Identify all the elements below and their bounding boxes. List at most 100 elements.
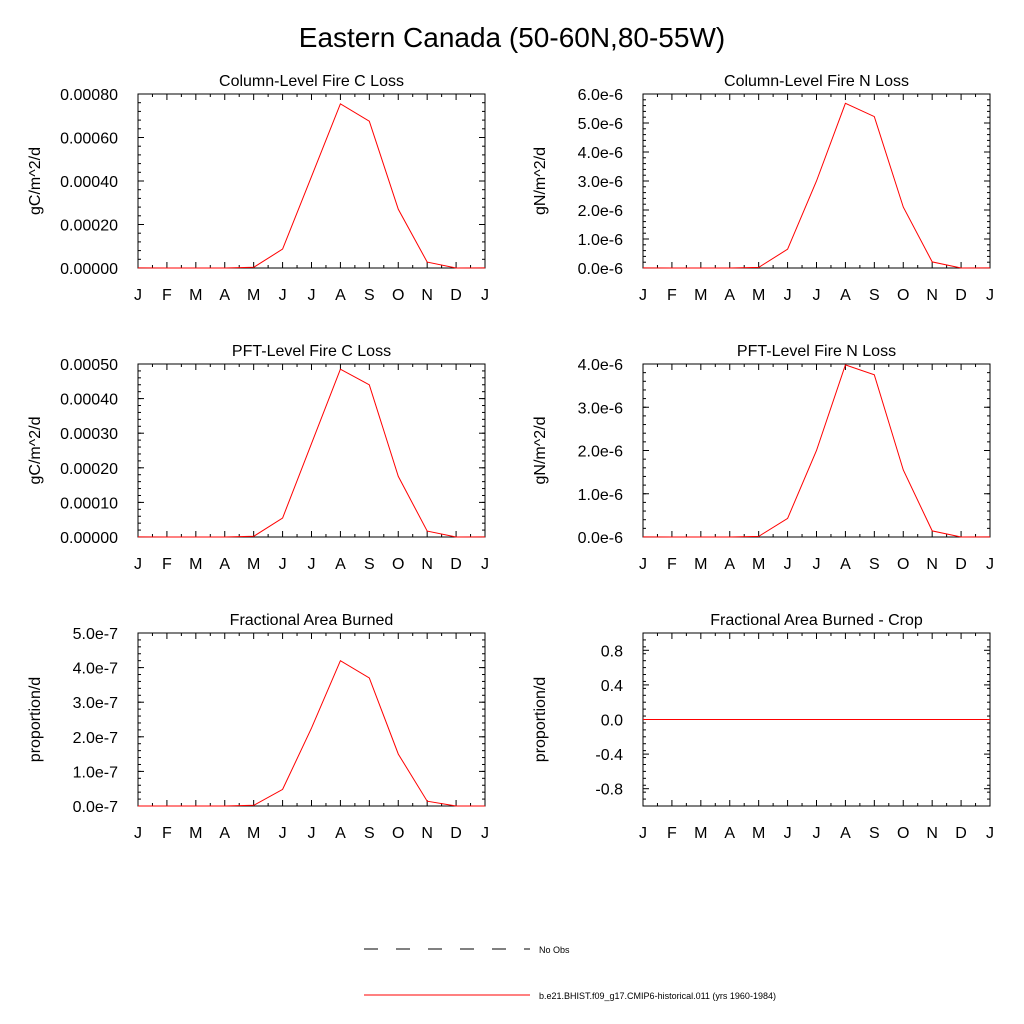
y-tick-label: 4.0e-6 bbox=[578, 357, 623, 374]
x-tick-label: F bbox=[667, 825, 677, 842]
x-tick-label: S bbox=[364, 825, 375, 842]
x-tick-label: F bbox=[667, 287, 677, 304]
y-tick-label: 5.0e-6 bbox=[578, 116, 623, 133]
x-tick-label: N bbox=[926, 825, 938, 842]
x-tick-label: O bbox=[897, 556, 909, 573]
y-axis-label: proportion/d bbox=[532, 677, 549, 762]
y-tick-label: 0.0e-6 bbox=[578, 261, 623, 278]
x-tick-label: J bbox=[813, 825, 821, 842]
x-tick-label: J bbox=[813, 556, 821, 573]
y-tick-label: 0.00060 bbox=[60, 131, 118, 148]
y-tick-label: -0.4 bbox=[595, 747, 623, 764]
x-tick-label: A bbox=[335, 556, 346, 573]
x-tick-label: M bbox=[247, 556, 260, 573]
x-tick-label: J bbox=[481, 825, 489, 842]
x-tick-label: S bbox=[869, 287, 880, 304]
legend-label-2: b.e21.BHIST.f09_g17.CMIP6-historical.011… bbox=[539, 991, 776, 1001]
y-tick-label: 0.00080 bbox=[60, 87, 118, 104]
x-tick-label: N bbox=[421, 556, 433, 573]
x-tick-label: J bbox=[308, 556, 316, 573]
y-axis-label: proportion/d bbox=[27, 677, 44, 762]
x-tick-label: J bbox=[639, 825, 647, 842]
panel-title: Fractional Area Burned - Crop bbox=[710, 612, 923, 629]
y-tick-label: 6.0e-6 bbox=[578, 87, 623, 104]
x-tick-label: J bbox=[813, 287, 821, 304]
y-tick-label: 5.0e-7 bbox=[73, 626, 118, 643]
y-tick-label: 0.0 bbox=[601, 713, 623, 730]
series-line bbox=[642, 364, 991, 538]
y-axis-label: gN/m^2/d bbox=[532, 147, 549, 215]
y-tick-label: 3.0e-6 bbox=[578, 174, 623, 191]
x-tick-label: N bbox=[421, 287, 433, 304]
plot-frame bbox=[642, 363, 991, 538]
panel-6: Fractional Area Burned - Crop proportion/… bbox=[532, 612, 994, 842]
x-tick-label: S bbox=[364, 287, 375, 304]
x-tick-label: S bbox=[869, 825, 880, 842]
x-tick-label: A bbox=[335, 825, 346, 842]
legend-label-1: No Obs bbox=[539, 945, 570, 955]
y-tick-label: 0.0e-7 bbox=[73, 799, 118, 816]
panel-title: PFT-Level Fire C Loss bbox=[232, 343, 391, 360]
x-tick-label: O bbox=[897, 287, 909, 304]
x-tick-label: F bbox=[162, 287, 172, 304]
y-tick-label: 0.4 bbox=[601, 678, 623, 695]
x-tick-label: J bbox=[639, 556, 647, 573]
x-tick-label: J bbox=[279, 287, 287, 304]
y-tick-label: 1.0e-6 bbox=[578, 232, 623, 249]
series-line bbox=[137, 368, 486, 538]
y-tick-label: 1.0e-6 bbox=[578, 487, 623, 504]
x-tick-label: J bbox=[308, 287, 316, 304]
panel-title: Column-Level Fire C Loss bbox=[219, 73, 404, 90]
x-tick-label: J bbox=[279, 825, 287, 842]
x-tick-label: M bbox=[752, 287, 765, 304]
y-tick-label: 4.0e-6 bbox=[578, 145, 623, 162]
y-tick-label: 0.00000 bbox=[60, 530, 118, 547]
series-line bbox=[137, 103, 486, 269]
series-line bbox=[138, 659, 485, 807]
x-tick-label: A bbox=[724, 825, 735, 842]
x-tick-label: D bbox=[955, 825, 967, 842]
x-tick-label: J bbox=[279, 556, 287, 573]
y-tick-label: 2.0e-6 bbox=[578, 203, 623, 220]
y-tick-label: 0.00050 bbox=[60, 357, 118, 374]
panel-title: Column-Level Fire N Loss bbox=[724, 73, 909, 90]
x-tick-label: A bbox=[724, 556, 735, 573]
x-tick-label: J bbox=[134, 556, 142, 573]
panel-title: PFT-Level Fire N Loss bbox=[737, 343, 896, 360]
x-tick-label: M bbox=[189, 825, 202, 842]
x-tick-label: F bbox=[162, 556, 172, 573]
y-tick-label: 3.0e-7 bbox=[73, 695, 118, 712]
y-tick-label: 2.0e-7 bbox=[73, 730, 118, 747]
x-tick-label: A bbox=[219, 556, 230, 573]
x-tick-label: J bbox=[986, 825, 994, 842]
x-tick-label: J bbox=[784, 556, 792, 573]
x-tick-label: M bbox=[189, 287, 202, 304]
series-line bbox=[642, 102, 991, 269]
x-tick-label: J bbox=[784, 825, 792, 842]
plot-frame bbox=[137, 93, 486, 269]
x-tick-label: S bbox=[869, 556, 880, 573]
y-tick-label: 0.00020 bbox=[60, 218, 118, 235]
x-tick-label: A bbox=[335, 287, 346, 304]
x-tick-label: O bbox=[392, 556, 404, 573]
x-tick-label: A bbox=[840, 287, 851, 304]
x-tick-label: A bbox=[840, 556, 851, 573]
y-tick-label: 0.00000 bbox=[60, 261, 118, 278]
x-tick-label: D bbox=[955, 287, 967, 304]
y-tick-label: 0.00010 bbox=[60, 495, 118, 512]
x-tick-label: D bbox=[450, 556, 462, 573]
x-tick-label: M bbox=[694, 825, 707, 842]
x-tick-label: J bbox=[986, 287, 994, 304]
y-tick-label: 0.8 bbox=[601, 643, 623, 660]
x-tick-label: J bbox=[134, 287, 142, 304]
plot-frame bbox=[137, 632, 486, 807]
x-tick-label: O bbox=[392, 287, 404, 304]
x-tick-label: D bbox=[450, 825, 462, 842]
x-tick-label: A bbox=[840, 825, 851, 842]
x-tick-label: J bbox=[639, 287, 647, 304]
y-tick-label: 1.0e-7 bbox=[73, 764, 118, 781]
y-tick-label: 4.0e-7 bbox=[73, 661, 118, 678]
